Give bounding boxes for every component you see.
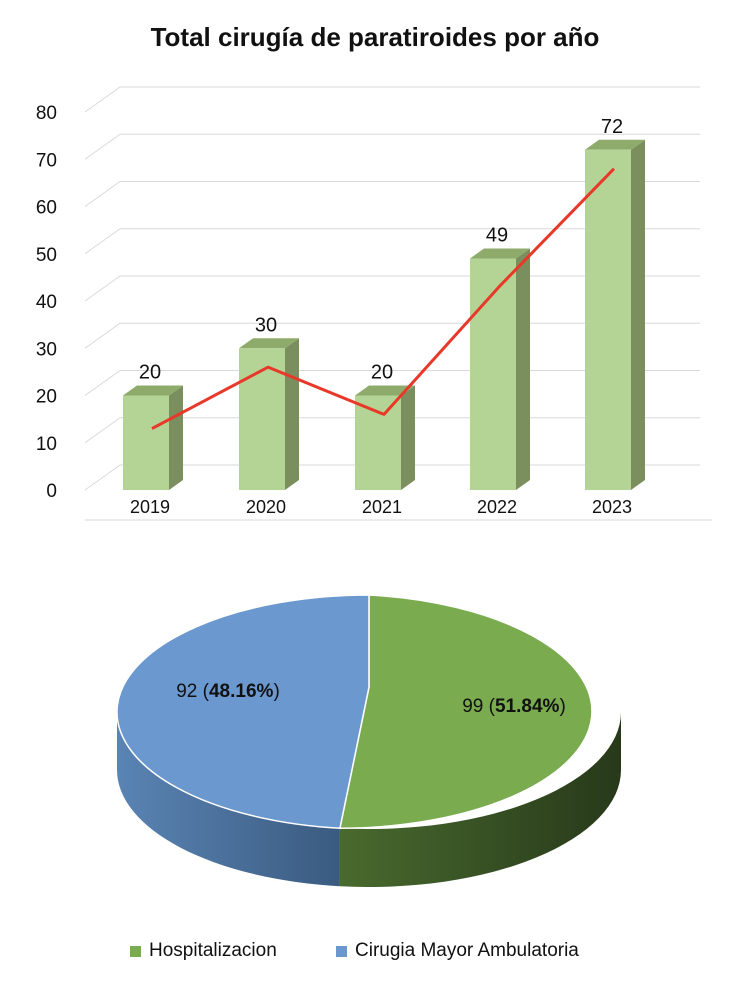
bar-top <box>470 248 530 259</box>
bar-2022 <box>470 248 530 490</box>
bar-data-label: 72 <box>601 116 623 138</box>
bar-front <box>123 395 169 490</box>
bar-2019 <box>123 385 183 490</box>
bar-data-label: 20 <box>139 362 161 384</box>
x-tick-label: 2020 <box>246 497 286 517</box>
y-tick-label: 40 <box>36 292 57 313</box>
x-tick-label: 2019 <box>130 497 170 517</box>
pie-slice-hospitalizacion <box>339 594 593 829</box>
bar-front <box>470 258 516 490</box>
pie-label-cirugia-mayor-ambulatoria: 92 (48.16%) <box>176 681 280 702</box>
x-tick-label: 2023 <box>592 497 632 517</box>
bar-top <box>239 338 299 349</box>
grid-line-diagonal <box>84 322 121 349</box>
pie-label-hospitalizacion: 99 (51.84%) <box>462 696 566 717</box>
bar-top <box>585 139 645 150</box>
bar-chart: 0102030405060708020201930202020202149202… <box>36 86 712 521</box>
pie-slice-cirugia-mayor-ambulatoria <box>116 594 370 830</box>
y-tick-label: 70 <box>36 150 57 171</box>
y-tick-label: 0 <box>46 481 57 502</box>
bar-data-label: 30 <box>255 314 277 336</box>
grid-line-diagonal <box>84 181 121 207</box>
bar-side <box>516 248 530 490</box>
chart-title: Total cirugía de paratiroides por año <box>150 22 600 52</box>
legend-item-hospitalizacion: Hospitalizacion <box>130 940 277 962</box>
y-tick-label: 20 <box>36 387 57 408</box>
bar-side <box>401 385 415 490</box>
grid-line-diagonal <box>84 417 121 444</box>
legend-label-cirugia-mayor-ambulatoria: Cirugia Mayor Ambulatoria <box>355 940 579 961</box>
pie-legend: Hospitalizacion Cirugia Mayor Ambulatori… <box>0 940 750 970</box>
legend-label-hospitalizacion: Hospitalizacion <box>149 940 277 961</box>
grid-line-diagonal <box>84 133 121 160</box>
y-tick-label: 10 <box>36 434 57 455</box>
x-tick-label: 2021 <box>362 497 402 517</box>
pie-side-cirugia-mayor-ambulatoria <box>117 712 340 887</box>
bar-side <box>169 385 183 490</box>
bar-data-label: 49 <box>486 224 508 246</box>
y-tick-label: 50 <box>36 245 57 266</box>
bar-2023 <box>585 139 645 491</box>
y-tick-label: 60 <box>36 198 57 219</box>
legend-swatch-hospitalizacion <box>130 945 141 957</box>
pie-side-hospitalizacion <box>339 712 621 887</box>
bar-front <box>585 149 631 491</box>
grid-line-diagonal <box>84 228 121 255</box>
trend-line <box>151 167 616 430</box>
grid-line-diagonal <box>84 86 121 113</box>
bar-side <box>631 139 645 491</box>
bar-top <box>355 385 415 396</box>
x-tick-label: 2022 <box>477 497 517 517</box>
grid-line-diagonal <box>84 370 121 396</box>
legend-item-cirugia-mayor-ambulatoria: Cirugia Mayor Ambulatoria <box>336 940 579 962</box>
bar-data-label: 20 <box>371 362 393 384</box>
legend-swatch-cirugia-mayor-ambulatoria <box>336 945 347 957</box>
y-tick-label: 80 <box>36 103 57 124</box>
grid-line-diagonal <box>84 464 121 491</box>
y-tick-label: 30 <box>36 339 57 360</box>
grid-line-diagonal <box>84 275 121 302</box>
bar-top <box>123 385 183 396</box>
